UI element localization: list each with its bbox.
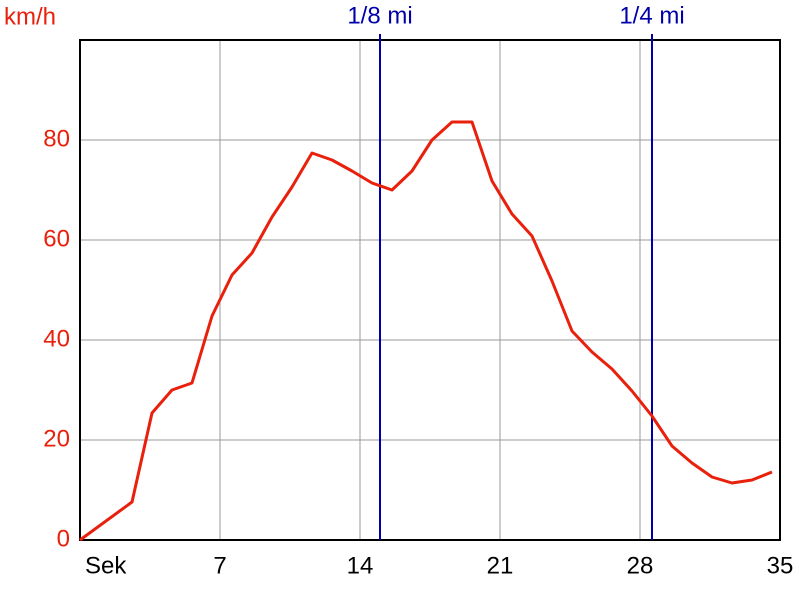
y-axis-label: km/h	[4, 3, 56, 30]
y-tick-label: 40	[43, 325, 70, 352]
x-tick-label: Sek	[85, 552, 127, 579]
x-tick-label: 21	[487, 552, 514, 579]
x-tick-label: 14	[347, 552, 374, 579]
x-tick-label: 28	[627, 552, 654, 579]
distance-marker-label: 1/4 mi	[619, 2, 684, 29]
plot-frame	[79, 39, 781, 541]
y-tick-label: 0	[57, 525, 70, 552]
distance-marker-label: 1/8 mi	[347, 2, 412, 29]
speed-line	[79, 120, 773, 542]
x-tick-label: 7	[213, 552, 226, 579]
x-tick-label: 35	[767, 552, 794, 579]
y-tick-label: 60	[43, 225, 70, 252]
y-tick-label: 20	[43, 425, 70, 452]
y-tick-label: 80	[43, 125, 70, 152]
